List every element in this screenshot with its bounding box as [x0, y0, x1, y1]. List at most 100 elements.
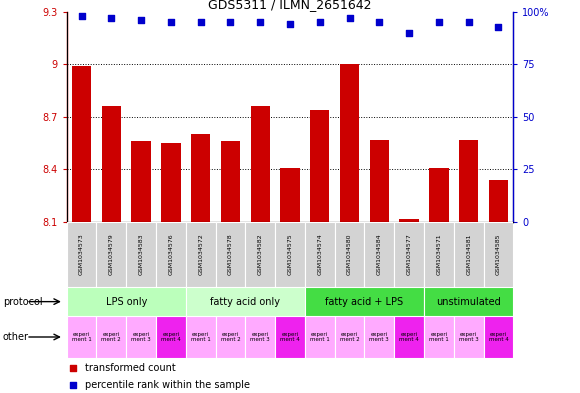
Text: experi
ment 1: experi ment 1: [429, 332, 449, 342]
Point: [315, 19, 324, 26]
Bar: [186, 287, 305, 316]
Bar: [454, 316, 484, 358]
Text: experi
ment 2: experi ment 2: [220, 332, 240, 342]
Point: [346, 301, 356, 308]
Bar: [305, 287, 424, 316]
Bar: [96, 316, 126, 358]
Bar: [216, 222, 245, 287]
Point: [494, 23, 503, 29]
Text: fatty acid + LPS: fatty acid + LPS: [325, 297, 404, 307]
Bar: [484, 222, 513, 287]
Point: [77, 13, 86, 19]
Text: GSM1034572: GSM1034572: [198, 233, 203, 275]
Bar: [251, 107, 270, 222]
Bar: [191, 134, 211, 222]
Text: GSM1034576: GSM1034576: [168, 234, 173, 275]
Text: experi
ment 1: experi ment 1: [72, 332, 92, 342]
Bar: [216, 316, 245, 358]
Bar: [186, 316, 216, 358]
Bar: [400, 219, 419, 222]
Text: GSM1034573: GSM1034573: [79, 233, 84, 275]
Text: GSM1034585: GSM1034585: [496, 234, 501, 275]
Bar: [364, 316, 394, 358]
Text: experi
ment 3: experi ment 3: [369, 332, 389, 342]
Bar: [161, 143, 180, 222]
Bar: [484, 316, 513, 358]
Point: [404, 29, 414, 36]
Text: experi
ment 2: experi ment 2: [102, 332, 121, 342]
Text: GSM1034580: GSM1034580: [347, 234, 352, 275]
Bar: [364, 222, 394, 287]
Point: [375, 19, 384, 26]
Bar: [280, 168, 300, 222]
Text: GSM1034577: GSM1034577: [407, 233, 412, 275]
Text: GSM1034575: GSM1034575: [288, 234, 292, 275]
Bar: [67, 287, 186, 316]
Bar: [96, 222, 126, 287]
Text: GSM1034583: GSM1034583: [139, 234, 144, 275]
Point: [345, 15, 354, 21]
Point: [107, 15, 116, 21]
Bar: [305, 316, 335, 358]
Text: experi
ment 1: experi ment 1: [310, 332, 329, 342]
Bar: [305, 222, 335, 287]
Point: [256, 19, 265, 26]
Text: experi
ment 2: experi ment 2: [340, 332, 360, 342]
Bar: [102, 107, 121, 222]
Text: GSM1034574: GSM1034574: [317, 233, 322, 275]
Text: other: other: [3, 332, 29, 342]
Point: [166, 19, 176, 26]
Point: [346, 141, 356, 147]
Text: experi
ment 3: experi ment 3: [251, 332, 270, 342]
Bar: [245, 222, 275, 287]
Point: [464, 19, 473, 26]
Text: GSM1034582: GSM1034582: [258, 234, 263, 275]
Text: experi
ment 4: experi ment 4: [161, 332, 181, 342]
Text: GSM1034581: GSM1034581: [466, 234, 471, 275]
Point: [434, 19, 444, 26]
Bar: [394, 316, 424, 358]
Bar: [335, 222, 364, 287]
Bar: [429, 168, 448, 222]
Bar: [340, 64, 359, 222]
Point: [226, 19, 235, 26]
Bar: [310, 110, 329, 222]
Bar: [186, 222, 216, 287]
Bar: [156, 316, 186, 358]
Text: experi
ment 3: experi ment 3: [459, 332, 478, 342]
Bar: [454, 222, 484, 287]
Title: GDS5311 / ILMN_2651642: GDS5311 / ILMN_2651642: [208, 0, 372, 11]
Point: [136, 17, 146, 23]
Bar: [459, 140, 478, 222]
Text: unstimulated: unstimulated: [436, 297, 501, 307]
Bar: [369, 140, 389, 222]
Bar: [126, 222, 156, 287]
Bar: [424, 316, 454, 358]
Text: LPS only: LPS only: [106, 297, 147, 307]
Text: GSM1034584: GSM1034584: [377, 234, 382, 275]
Text: protocol: protocol: [3, 297, 42, 307]
Bar: [126, 316, 156, 358]
Bar: [335, 316, 364, 358]
Bar: [132, 141, 151, 222]
Point: [196, 19, 205, 26]
Bar: [275, 316, 305, 358]
Bar: [424, 222, 454, 287]
Bar: [67, 316, 96, 358]
Bar: [72, 66, 91, 222]
Text: experi
ment 4: experi ment 4: [280, 332, 300, 342]
Text: experi
ment 3: experi ment 3: [131, 332, 151, 342]
Text: fatty acid only: fatty acid only: [211, 297, 280, 307]
Text: experi
ment 1: experi ment 1: [191, 332, 211, 342]
Bar: [424, 287, 513, 316]
Text: GSM1034578: GSM1034578: [228, 234, 233, 275]
Bar: [156, 222, 186, 287]
Text: percentile rank within the sample: percentile rank within the sample: [85, 380, 249, 390]
Bar: [489, 180, 508, 222]
Text: GSM1034571: GSM1034571: [436, 234, 441, 275]
Text: experi
ment 4: experi ment 4: [488, 332, 508, 342]
Bar: [67, 222, 96, 287]
Text: GSM1034579: GSM1034579: [109, 233, 114, 275]
Bar: [221, 141, 240, 222]
Bar: [245, 316, 275, 358]
